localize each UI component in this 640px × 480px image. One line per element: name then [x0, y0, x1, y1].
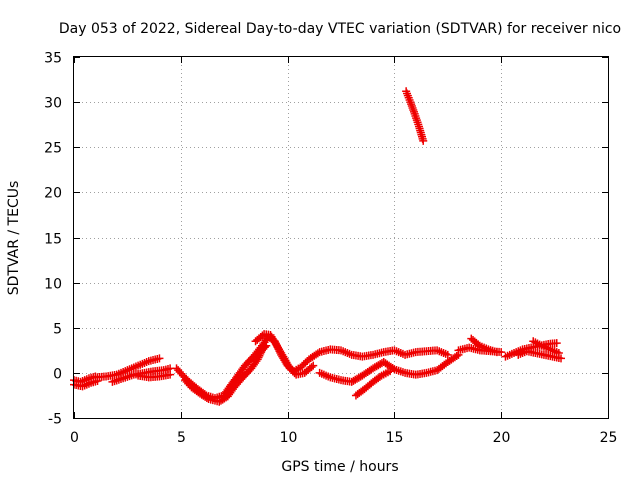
x-tick-label: 20 [493, 430, 511, 446]
data-point [253, 355, 262, 364]
data-point [202, 393, 211, 402]
series-track-m [467, 334, 501, 357]
data-point [557, 354, 566, 363]
data-point [492, 348, 501, 357]
y-tick-label: -5 [48, 412, 62, 428]
series-track-e [134, 370, 175, 382]
y-tick-label: 5 [53, 322, 62, 338]
series-track-p [529, 337, 563, 358]
x-axis-label: GPS time / hours [281, 459, 398, 475]
x-tick-label: 25 [600, 430, 618, 446]
data-point [166, 370, 175, 379]
y-tick-label: 15 [44, 232, 62, 248]
grid [74, 57, 608, 418]
y-tick-label: 0 [53, 367, 62, 383]
data-point [260, 343, 269, 352]
data-point [255, 351, 264, 360]
data-point [258, 331, 267, 340]
y-axis-label: SDTVAR / TECUs [6, 181, 22, 296]
y-tick-label: 35 [44, 51, 62, 67]
data-point [262, 341, 271, 350]
series-track-i [315, 350, 463, 386]
series-track-o [514, 347, 566, 363]
data-point [313, 349, 322, 358]
plot-frame [73, 56, 609, 419]
axis-ticks: 0 5 10 15 20 25 -5 0 5 10 15 20 25 30 35 [44, 51, 617, 447]
x-tick-label: 15 [386, 430, 404, 446]
data-point [552, 339, 561, 348]
data-point [443, 350, 452, 359]
series-track-h [251, 330, 318, 379]
data-points [70, 87, 566, 406]
data-point [307, 363, 316, 372]
series-track-d [108, 364, 175, 386]
chart-title: Day 053 of 2022, Sidereal Day-to-day VTE… [59, 21, 621, 37]
x-tick-label: 0 [70, 430, 79, 446]
y-tick-label: 30 [44, 96, 62, 112]
series-track-g [181, 341, 271, 406]
data-point [309, 361, 318, 370]
data-point [155, 354, 164, 363]
data-point [256, 349, 265, 358]
data-point [419, 136, 428, 145]
y-tick-label: 10 [44, 277, 62, 293]
series-track-c [91, 354, 164, 382]
data-point [452, 352, 461, 361]
x-tick-label: 5 [177, 430, 186, 446]
data-point [254, 353, 263, 362]
series-track-j [351, 367, 395, 400]
data-point [386, 367, 395, 376]
x-tick-label: 10 [280, 430, 298, 446]
data-point [554, 349, 563, 358]
y-tick-label: 20 [44, 186, 62, 202]
series-track-k [402, 87, 428, 145]
y-tick-label: 25 [44, 141, 62, 157]
